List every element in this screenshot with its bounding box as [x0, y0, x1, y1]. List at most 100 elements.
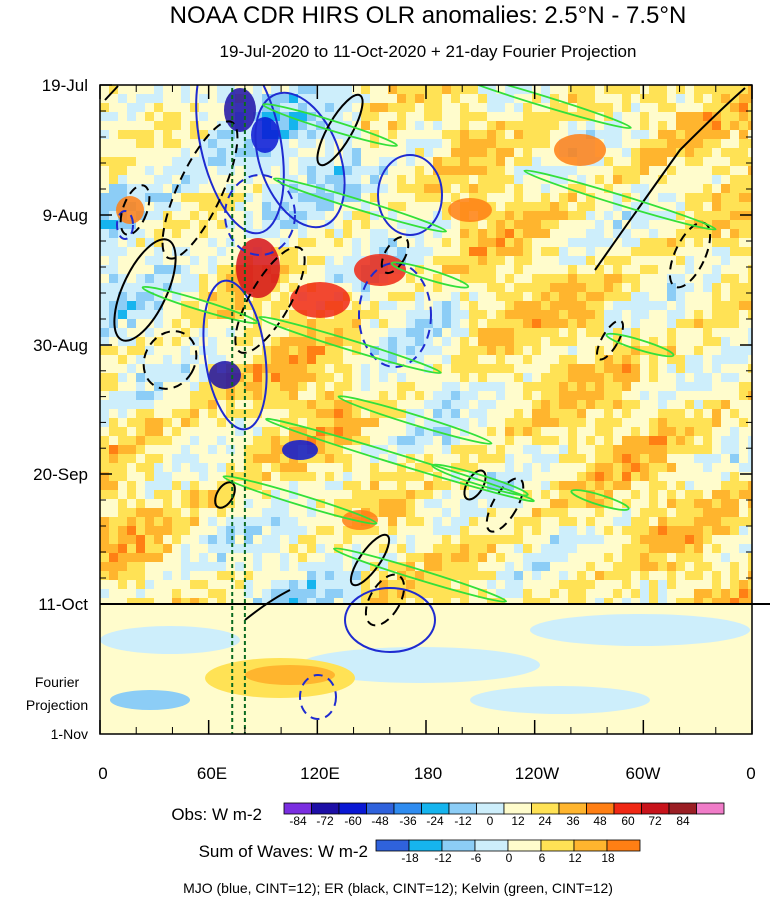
field-cell — [154, 436, 164, 446]
field-cell — [550, 589, 560, 599]
field-cell — [496, 184, 506, 194]
field-cell — [163, 400, 173, 410]
field-cell — [577, 508, 587, 518]
field-cell — [280, 256, 290, 266]
field-cell — [595, 121, 605, 131]
field-cell — [307, 256, 317, 266]
field-cell — [523, 562, 533, 572]
field-cell — [739, 571, 749, 581]
field-cell — [370, 346, 380, 356]
field-cell — [685, 157, 695, 167]
field-cell — [532, 319, 542, 329]
field-cell — [658, 94, 668, 104]
field-cell — [415, 85, 425, 95]
field-cell — [361, 562, 371, 572]
field-cell — [721, 598, 731, 608]
field-cell — [163, 175, 173, 185]
field-cell — [703, 589, 713, 599]
field-cell — [442, 580, 452, 590]
field-cell — [667, 211, 677, 221]
field-cell — [370, 139, 380, 149]
field-cell — [334, 409, 344, 419]
field-cell — [451, 418, 461, 428]
field-cell — [388, 409, 398, 419]
field-cell — [208, 562, 218, 572]
field-cell — [505, 445, 515, 455]
field-cell — [478, 337, 488, 347]
field-cell — [586, 472, 596, 482]
field-cell — [703, 526, 713, 536]
field-cell — [199, 220, 209, 230]
field-cell — [577, 238, 587, 248]
field-cell — [415, 346, 425, 356]
field-cell — [622, 400, 632, 410]
field-cell — [244, 193, 254, 203]
field-cell — [712, 490, 722, 500]
field-cell — [127, 490, 137, 500]
field-cell — [244, 508, 254, 518]
field-cell — [370, 508, 380, 518]
field-cell — [523, 517, 533, 527]
field-cell — [388, 346, 398, 356]
field-cell — [631, 481, 641, 491]
field-cell — [613, 535, 623, 545]
field-cell — [154, 490, 164, 500]
field-cell — [622, 355, 632, 365]
field-cell — [253, 508, 263, 518]
field-cell — [181, 157, 191, 167]
field-cell — [199, 175, 209, 185]
field-cell — [136, 148, 146, 158]
field-cell — [442, 193, 452, 203]
field-cell — [145, 526, 155, 536]
field-cell — [208, 202, 218, 212]
field-cell — [199, 481, 209, 491]
field-cell — [208, 337, 218, 347]
field-cell — [145, 562, 155, 572]
field-cell — [712, 85, 722, 95]
field-cell — [154, 463, 164, 473]
waves-colorbar: Sum of Waves: W m-2 -18 -12 -6 0 6 12 18 — [199, 839, 641, 865]
field-cell — [163, 436, 173, 446]
field-cell — [415, 535, 425, 545]
field-cell — [541, 499, 551, 509]
field-cell — [631, 193, 641, 203]
field-cell — [289, 274, 299, 284]
field-cell — [613, 391, 623, 401]
field-cell — [253, 202, 263, 212]
field-cell — [343, 463, 353, 473]
field-cell — [604, 400, 614, 410]
field-cell — [190, 202, 200, 212]
field-cell — [181, 571, 191, 581]
field-cell — [253, 409, 263, 419]
field-cell — [469, 283, 479, 293]
field-cell — [199, 274, 209, 284]
field-cell — [298, 256, 308, 266]
field-cell — [100, 229, 110, 239]
field-cell — [649, 247, 659, 257]
field-cell — [739, 112, 749, 122]
field-cell — [694, 337, 704, 347]
field-cell — [568, 454, 578, 464]
field-cell — [109, 400, 119, 410]
field-cell — [658, 373, 668, 383]
field-cell — [703, 544, 713, 554]
field-cell — [577, 409, 587, 419]
field-cell — [163, 589, 173, 599]
field-cell — [613, 139, 623, 149]
field-cell — [226, 436, 236, 446]
field-cell — [721, 337, 731, 347]
field-cell — [739, 481, 749, 491]
field-cell — [352, 247, 362, 257]
field-cell — [604, 184, 614, 194]
field-cell — [343, 544, 353, 554]
field-cell — [145, 400, 155, 410]
field-cell — [154, 355, 164, 365]
field-cell — [712, 409, 722, 419]
field-cell — [505, 454, 515, 464]
field-cell — [478, 121, 488, 131]
field-cell — [307, 490, 317, 500]
field-cell — [469, 274, 479, 284]
field-cell — [190, 139, 200, 149]
field-cell — [694, 445, 704, 455]
field-cell — [271, 400, 281, 410]
